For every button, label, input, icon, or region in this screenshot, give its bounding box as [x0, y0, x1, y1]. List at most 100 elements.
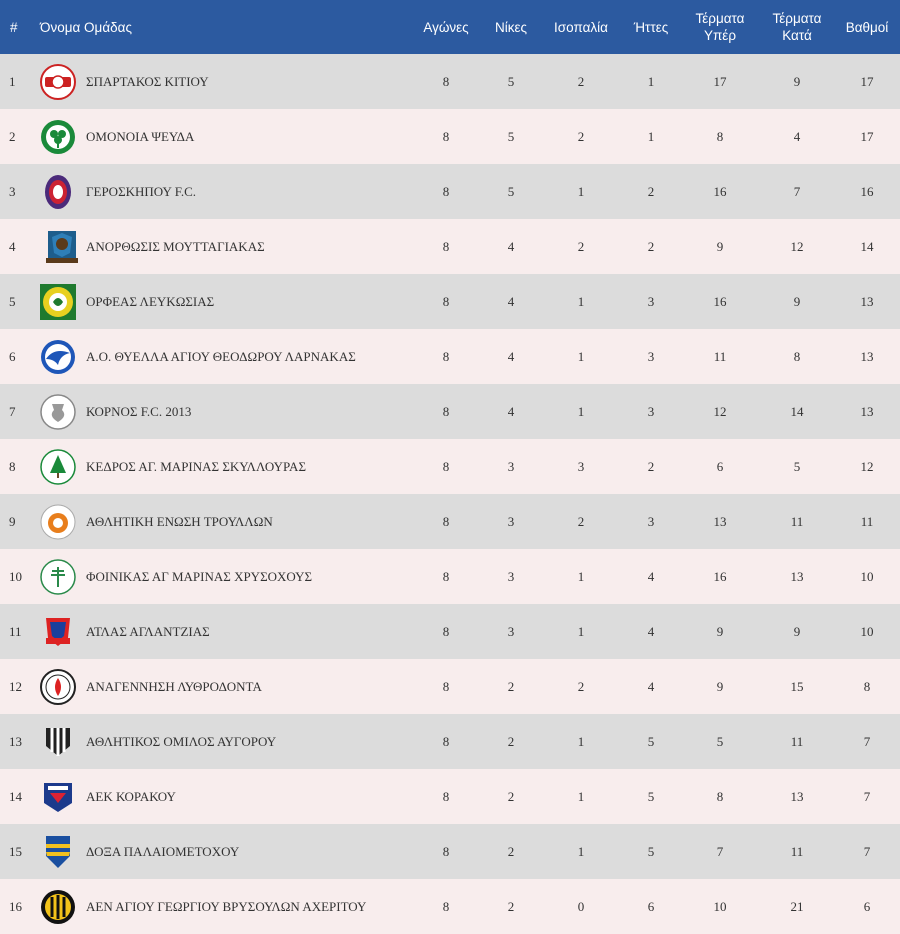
- row-losses: 3: [647, 348, 655, 364]
- team-name[interactable]: ΑΕΚ ΚΟΡΑΚΟΥ: [86, 788, 176, 804]
- row-wins: 4: [507, 238, 515, 254]
- table-row[interactable]: 16 ΑΕΝ ΑΓΙΟΥ ΓΕΩΡΓΙΟΥ ΒΡΥΣΟΥΛΩΝ ΑΧΕΡΙΤΟΥ 8…: [0, 879, 900, 934]
- header-losses[interactable]: Ήττες: [633, 19, 669, 35]
- atlas-logo[interactable]: [40, 614, 76, 650]
- row-points: 11: [860, 513, 874, 529]
- header-goals-for[interactable]: Τέρματα Υπέρ: [680, 0, 760, 54]
- orfeas-logo[interactable]: [40, 283, 76, 320]
- doxa-logo[interactable]: [40, 834, 76, 870]
- row-ga: 7: [793, 183, 801, 199]
- team-name[interactable]: ΚΕΔΡΟΣ ΑΓ. ΜΑΡΙΝΑΣ ΣΚΥΛΛΟΥΡΑΣ: [86, 458, 307, 474]
- table-row[interactable]: 15 ΔΟΞΑ ΠΑΛΑΙΟΜΕΤΟΧΟΥ 8 2 1 5 7 11 7: [0, 824, 900, 879]
- row-points: 13: [860, 293, 874, 309]
- anorthosis-logo[interactable]: [44, 229, 80, 265]
- row-team-cell: ΚΕΔΡΟΣ ΑΓ. ΜΑΡΙΝΑΣ ΣΚΥΛΛΟΥΡΑΣ: [40, 439, 410, 494]
- omonoia-logo[interactable]: [40, 119, 76, 155]
- row-team-cell: ΑΤΛΑΣ ΑΓΛΑΝΤΖΙΑΣ: [40, 604, 410, 659]
- avgorou-logo[interactable]: [40, 724, 76, 760]
- table-row[interactable]: 8 ΚΕΔΡΟΣ ΑΓ. ΜΑΡΙΝΑΣ ΣΚΥΛΛΟΥΡΑΣ 8 3 3 2 6 5 12: [0, 439, 900, 494]
- team-name[interactable]: ΦΟΙΝΙΚΑΣ ΑΓ ΜΑΡΙΝΑΣ ΧΡΥΣΟΧΟΥΣ: [86, 568, 313, 584]
- header-points[interactable]: Βαθμοί: [845, 19, 889, 35]
- foinikas-logo[interactable]: [40, 558, 76, 595]
- header-team[interactable]: Όνομα Ομάδας: [40, 19, 132, 35]
- team-info: ΑΘΛΗΤΙΚΟΣ ΟΜΙΛΟΣ ΑΥΓΟΡΟΥ: [40, 724, 410, 760]
- row-played: 8: [442, 128, 450, 144]
- row-gf: 13: [713, 513, 727, 529]
- table-row[interactable]: 9 ΑΘΛΗΤΙΚΗ ΕΝΩΣΗ ΤΡΟΥΛΛΩΝ 8 3 2 3 13 11 11: [0, 494, 900, 549]
- header-goals-against[interactable]: Τέρματα Κατά: [760, 0, 834, 54]
- row-team-cell: ΟΡΦΕΑΣ ΛΕΥΚΩΣΙΑΣ: [40, 274, 410, 329]
- team-info: ΑΤΛΑΣ ΑΓΛΑΝΤΖΙΑΣ: [40, 614, 410, 650]
- row-team-cell: ΑΘΛΗΤΙΚΟΣ ΟΜΙΛΟΣ ΑΥΓΟΡΟΥ: [40, 714, 410, 769]
- table-row[interactable]: 14 ΑΕΚ ΚΟΡΑΚΟΥ 8 2 1 5 8 13 7: [0, 769, 900, 824]
- team-info: ΔΟΞΑ ΠΑΛΑΙΟΜΕΤΟΧΟΥ: [40, 834, 410, 870]
- table-row[interactable]: 4 ΑΝΟΡΘΩΣΙΣ ΜΟΥΤΤΑΓΙΑΚΑΣ 8 4 2 2 9 12 14: [0, 219, 900, 274]
- thyella-logo[interactable]: [40, 339, 76, 375]
- row-position: 16: [9, 898, 22, 914]
- header-wins[interactable]: Νίκες: [494, 19, 528, 35]
- table-row[interactable]: 6 Α.Ο. ΘΥΕΛΛΑ ΑΓΙΟΥ ΘΕΟΔΩΡΟΥ ΛΑΡΝΑΚΑΣ 8 4 1 3…: [0, 329, 900, 384]
- row-wins: 2: [507, 733, 515, 749]
- row-position: 5: [9, 293, 16, 309]
- row-wins: 5: [507, 73, 515, 89]
- row-position: 8: [9, 458, 16, 474]
- team-name[interactable]: ΑΝΟΡΘΩΣΙΣ ΜΟΥΤΤΑΓΙΑΚΑΣ: [86, 238, 265, 254]
- row-draws: 1: [577, 403, 585, 419]
- header-goals-for-line2: Υπέρ: [703, 28, 737, 43]
- table-row[interactable]: 13 ΑΘΛΗΤΙΚΟΣ ΟΜΙΛΟΣ ΑΥΓΟΡΟΥ 8 2 1 5 5 11 7: [0, 714, 900, 769]
- row-position: 7: [9, 403, 16, 419]
- header-played[interactable]: Αγώνες: [423, 19, 469, 35]
- kornos-logo[interactable]: [40, 393, 76, 430]
- team-name[interactable]: ΑΘΛΗΤΙΚΗ ΕΝΩΣΗ ΤΡΟΥΛΛΩΝ: [86, 513, 273, 529]
- aek-korakou-logo[interactable]: [40, 779, 76, 815]
- anagennisi-logo[interactable]: [40, 668, 76, 705]
- geroskipou-logo[interactable]: [40, 174, 76, 210]
- table-row[interactable]: 3 ΓΕΡΟΣΚΗΠΟΥ F.C. 8 5 1 2 16 7 16: [0, 164, 900, 219]
- team-name[interactable]: ΑΝΑΓΕΝΝΗΣΗ ΛΥΘΡΟΔΟΝΤΑ: [86, 678, 262, 694]
- row-wins: 2: [507, 788, 515, 804]
- table-row[interactable]: 2 ΟΜΟΝΟΙΑ ΨΕΥΔΑ 8 5 2 1 8 4 17: [0, 109, 900, 164]
- row-points: 7: [863, 843, 871, 859]
- table-row[interactable]: 10 ΦΟΙΝΙΚΑΣ ΑΓ ΜΑΡΙΝΑΣ ΧΡΥΣΟΧΟΥΣ 8 3 1 4 16 13 1…: [0, 549, 900, 604]
- troulloi-logo[interactable]: [40, 504, 76, 540]
- header-goals-against-line2: Κατά: [782, 28, 812, 43]
- kedros-logo[interactable]: [40, 448, 76, 485]
- team-name[interactable]: ΚΟΡΝΟΣ F.C. 2013: [86, 403, 192, 419]
- header-pos[interactable]: #: [10, 19, 18, 35]
- row-played: 8: [442, 623, 450, 639]
- row-team-cell: ΓΕΡΟΣΚΗΠΟΥ F.C.: [40, 164, 410, 219]
- table-row[interactable]: 12 ΑΝΑΓΕΝΝΗΣΗ ΛΥΘΡΟΔΟΝΤΑ 8 2 2 4 9 15 8: [0, 659, 900, 714]
- table-row[interactable]: 1 ΣΠΑΡΤΑΚΟΣ ΚΙΤΙΟΥ 8 5 2 1 17 9 17: [0, 54, 900, 109]
- row-wins: 3: [507, 623, 515, 639]
- row-team-cell: ΟΜΟΝΟΙΑ ΨΕΥΔΑ: [40, 109, 410, 164]
- team-name[interactable]: ΑΘΛΗΤΙΚΟΣ ΟΜΙΛΟΣ ΑΥΓΟΡΟΥ: [86, 733, 277, 749]
- table-row[interactable]: 7 ΚΟΡΝΟΣ F.C. 2013 8 4 1 3 12 14 13: [0, 384, 900, 439]
- team-name[interactable]: ΟΡΦΕΑΣ ΛΕΥΚΩΣΙΑΣ: [86, 293, 215, 309]
- team-name[interactable]: Α.Ο. ΘΥΕΛΛΑ ΑΓΙΟΥ ΘΕΟΔΩΡΟΥ ΛΑΡΝΑΚΑΣ: [86, 348, 356, 364]
- row-position: 14: [9, 788, 22, 804]
- row-losses: 6: [647, 898, 655, 914]
- row-gf: 5: [716, 733, 724, 749]
- row-losses: 1: [647, 128, 655, 144]
- row-ga: 13: [790, 788, 804, 804]
- team-info: ΚΟΡΝΟΣ F.C. 2013: [40, 393, 410, 430]
- header-draws[interactable]: Ισοπαλία: [554, 19, 608, 35]
- row-team-cell: ΑΘΛΗΤΙΚΗ ΕΝΩΣΗ ΤΡΟΥΛΛΩΝ: [40, 494, 410, 549]
- row-ga: 21: [790, 898, 804, 914]
- team-name[interactable]: ΔΟΞΑ ΠΑΛΑΙΟΜΕΤΟΧΟΥ: [86, 843, 240, 859]
- row-ga: 13: [790, 568, 804, 584]
- team-name[interactable]: ΑΤΛΑΣ ΑΓΛΑΝΤΖΙΑΣ: [86, 623, 210, 639]
- row-gf: 9: [716, 623, 724, 639]
- row-ga: 8: [793, 348, 801, 364]
- row-team-cell: ΦΟΙΝΙΚΑΣ ΑΓ ΜΑΡΙΝΑΣ ΧΡΥΣΟΧΟΥΣ: [40, 549, 410, 604]
- team-name[interactable]: ΑΕΝ ΑΓΙΟΥ ΓΕΩΡΓΙΟΥ ΒΡΥΣΟΥΛΩΝ ΑΧΕΡΙΤΟΥ: [86, 898, 367, 914]
- team-info: Α.Ο. ΘΥΕΛΛΑ ΑΓΙΟΥ ΘΕΟΔΩΡΟΥ ΛΑΡΝΑΚΑΣ: [40, 339, 410, 375]
- team-name[interactable]: ΣΠΑΡΤΑΚΟΣ ΚΙΤΙΟΥ: [86, 73, 209, 89]
- team-name[interactable]: ΟΜΟΝΟΙΑ ΨΕΥΔΑ: [86, 128, 195, 144]
- table-row[interactable]: 11 ΑΤΛΑΣ ΑΓΛΑΝΤΖΙΑΣ 8 3 1 4 9 9 10: [0, 604, 900, 659]
- aen-logo[interactable]: [40, 889, 76, 925]
- team-name[interactable]: ΓΕΡΟΣΚΗΠΟΥ F.C.: [86, 183, 197, 199]
- row-ga: 9: [793, 623, 801, 639]
- spartakos-logo[interactable]: [40, 63, 76, 100]
- table-row[interactable]: 5 ΟΡΦΕΑΣ ΛΕΥΚΩΣΙΑΣ 8 4 1 3 16 9 13: [0, 274, 900, 329]
